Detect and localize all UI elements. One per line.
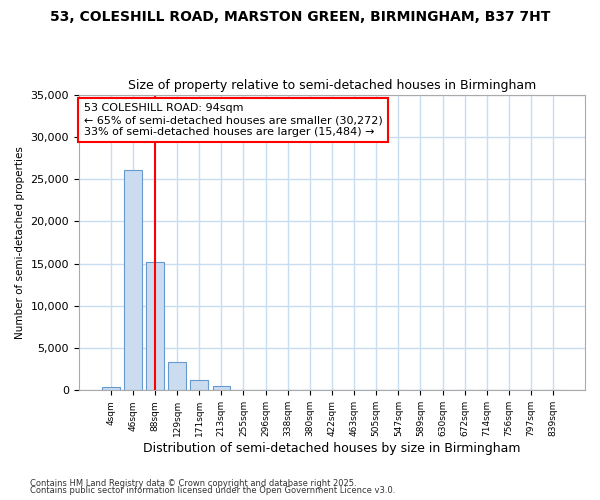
- Text: 53 COLESHILL ROAD: 94sqm
← 65% of semi-detached houses are smaller (30,272)
33% : 53 COLESHILL ROAD: 94sqm ← 65% of semi-d…: [84, 104, 383, 136]
- Text: Contains public sector information licensed under the Open Government Licence v3: Contains public sector information licen…: [30, 486, 395, 495]
- Title: Size of property relative to semi-detached houses in Birmingham: Size of property relative to semi-detach…: [128, 79, 536, 92]
- Bar: [102, 387, 119, 390]
- Bar: [168, 362, 186, 390]
- Bar: [212, 386, 230, 390]
- Bar: [146, 262, 164, 390]
- Bar: [124, 170, 142, 390]
- Bar: [190, 380, 208, 390]
- Text: 53, COLESHILL ROAD, MARSTON GREEN, BIRMINGHAM, B37 7HT: 53, COLESHILL ROAD, MARSTON GREEN, BIRMI…: [50, 10, 550, 24]
- Text: Contains HM Land Registry data © Crown copyright and database right 2025.: Contains HM Land Registry data © Crown c…: [30, 478, 356, 488]
- Y-axis label: Number of semi-detached properties: Number of semi-detached properties: [15, 146, 25, 339]
- X-axis label: Distribution of semi-detached houses by size in Birmingham: Distribution of semi-detached houses by …: [143, 442, 521, 455]
